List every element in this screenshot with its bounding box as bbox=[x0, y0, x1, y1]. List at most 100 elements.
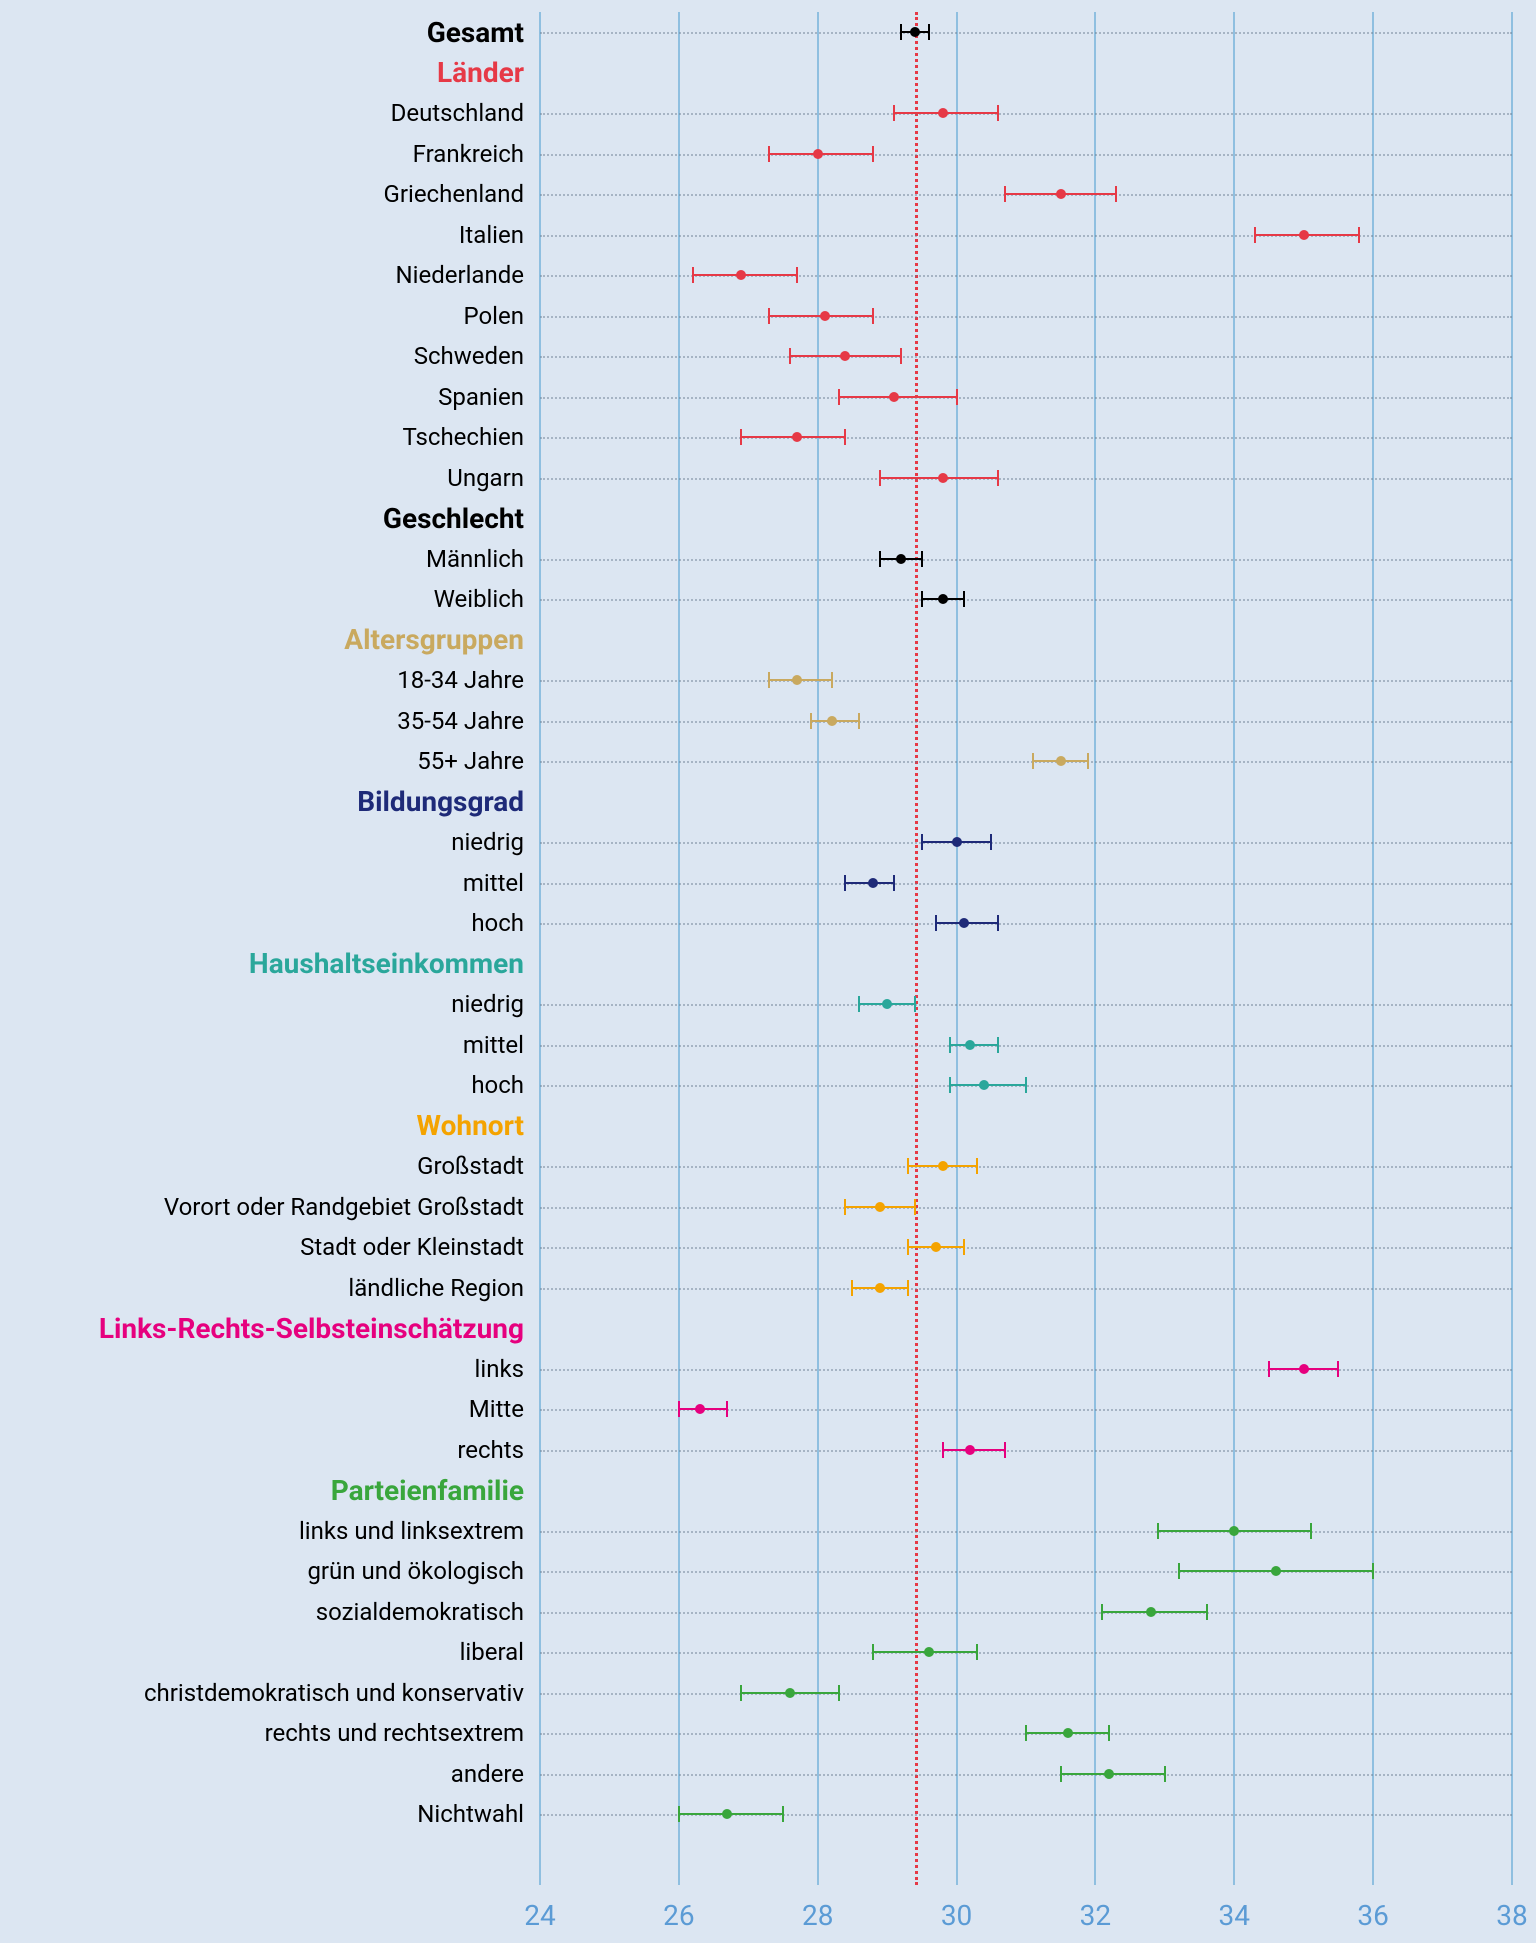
category-header-row: Altersgruppen bbox=[540, 619, 1512, 660]
data-point bbox=[882, 999, 892, 1009]
data-row: Schweden bbox=[540, 336, 1512, 377]
error-bar-cap bbox=[1025, 1725, 1027, 1741]
row-guide-line bbox=[540, 113, 1512, 115]
error-bar-cap bbox=[907, 1158, 909, 1174]
data-point bbox=[938, 473, 948, 483]
data-row: Griechenland bbox=[540, 174, 1512, 215]
data-row: links und linksextrem bbox=[540, 1510, 1512, 1551]
data-row: Großstadt bbox=[540, 1146, 1512, 1187]
data-point bbox=[792, 675, 802, 685]
row-label-wrap: Griechenland bbox=[384, 174, 540, 215]
row-label-wrap: christdemokratisch und konservativ bbox=[144, 1672, 540, 1713]
row-label: links bbox=[475, 1355, 524, 1383]
error-bar-cap bbox=[928, 24, 930, 40]
row-label-wrap: rechts bbox=[457, 1429, 540, 1470]
error-bar-cap bbox=[942, 1442, 944, 1458]
error-bar-cap bbox=[963, 1239, 965, 1255]
error-bar-cap bbox=[1087, 753, 1089, 769]
row-label: hoch bbox=[471, 909, 524, 937]
category-header-row: Bildungsgrad bbox=[540, 781, 1512, 822]
error-bar-cap bbox=[872, 146, 874, 162]
data-row: Nichtwahl bbox=[540, 1794, 1512, 1835]
data-row: 18-34 Jahre bbox=[540, 660, 1512, 701]
row-guide-line bbox=[540, 1531, 1512, 1533]
data-row: Mitte bbox=[540, 1389, 1512, 1430]
error-bar-cap bbox=[1254, 227, 1256, 243]
data-row: Niederlande bbox=[540, 255, 1512, 296]
row-label: Schweden bbox=[414, 342, 524, 370]
row-guide-line bbox=[540, 842, 1512, 844]
error-bar-cap bbox=[678, 1401, 680, 1417]
row-label-wrap: rechts und rechtsextrem bbox=[265, 1713, 540, 1754]
data-point bbox=[938, 1161, 948, 1171]
category-header-row: Haushaltseinkommen bbox=[540, 943, 1512, 984]
row-label-wrap: andere bbox=[451, 1753, 540, 1794]
data-point bbox=[813, 149, 823, 159]
data-row: Frankreich bbox=[540, 133, 1512, 174]
data-row: hoch bbox=[540, 903, 1512, 944]
data-row: Männlich bbox=[540, 538, 1512, 579]
row-label: Mitte bbox=[469, 1395, 524, 1423]
error-bar-cap bbox=[1060, 1766, 1062, 1782]
row-guide-line bbox=[540, 1693, 1512, 1695]
row-guide-line bbox=[540, 1045, 1512, 1047]
row-label: andere bbox=[451, 1760, 524, 1788]
data-point bbox=[965, 1040, 975, 1050]
category-header-label: Bildungsgrad bbox=[357, 785, 524, 818]
row-guide-line bbox=[540, 32, 1512, 34]
row-label: Spanien bbox=[438, 383, 524, 411]
data-row: Ungarn bbox=[540, 457, 1512, 498]
error-bar-cap bbox=[872, 308, 874, 324]
row-label-wrap: ländliche Region bbox=[348, 1267, 540, 1308]
row-label: Nichtwahl bbox=[417, 1800, 524, 1828]
data-point bbox=[924, 1647, 934, 1657]
error-bar-cap bbox=[858, 996, 860, 1012]
error-bar-cap bbox=[810, 713, 812, 729]
row-label: christdemokratisch und konservativ bbox=[144, 1679, 524, 1707]
row-label: mittel bbox=[463, 869, 524, 897]
data-row: Vorort oder Randgebiet Großstadt bbox=[540, 1186, 1512, 1227]
error-bar-cap bbox=[1164, 1766, 1166, 1782]
data-point bbox=[889, 392, 899, 402]
data-point bbox=[931, 1242, 941, 1252]
row-label-wrap: sozialdemokratisch bbox=[316, 1591, 540, 1632]
error-bar-cap bbox=[740, 1685, 742, 1701]
error-bar-cap bbox=[789, 348, 791, 364]
data-point bbox=[910, 27, 920, 37]
row-label-wrap: Männlich bbox=[426, 538, 540, 579]
category-header-row: Parteienfamilie bbox=[540, 1470, 1512, 1511]
x-axis-tick-label: 28 bbox=[802, 1899, 833, 1932]
row-label-wrap: Tschechien bbox=[403, 417, 540, 458]
row-label-wrap: Schweden bbox=[414, 336, 540, 377]
row-guide-line bbox=[540, 923, 1512, 925]
error-bar-cap bbox=[1178, 1563, 1180, 1579]
error-bar-cap bbox=[921, 834, 923, 850]
row-guide-line bbox=[540, 1166, 1512, 1168]
x-axis-tick-label: 24 bbox=[524, 1899, 555, 1932]
data-point bbox=[1299, 1364, 1309, 1374]
error-bar-cap bbox=[872, 1644, 874, 1660]
row-label-wrap: Großstadt bbox=[417, 1146, 540, 1187]
row-label: niedrig bbox=[451, 990, 524, 1018]
error-bar-cap bbox=[1310, 1523, 1312, 1539]
error-bar-cap bbox=[844, 875, 846, 891]
data-row: andere bbox=[540, 1753, 1512, 1794]
row-guide-line bbox=[540, 721, 1512, 723]
error-bar-cap bbox=[907, 1239, 909, 1255]
error-bar-cap bbox=[1206, 1604, 1208, 1620]
error-bar-cap bbox=[740, 429, 742, 445]
row-label: Stadt oder Kleinstadt bbox=[300, 1233, 524, 1261]
data-row: niedrig bbox=[540, 822, 1512, 863]
data-point bbox=[896, 554, 906, 564]
row-guide-line bbox=[540, 437, 1512, 439]
row-label-wrap: Ungarn bbox=[447, 457, 540, 498]
category-header-label: Altersgruppen bbox=[344, 623, 524, 656]
row-guide-line bbox=[540, 883, 1512, 885]
data-point bbox=[938, 594, 948, 604]
row-label: Gesamt bbox=[427, 16, 524, 49]
row-label: rechts bbox=[457, 1436, 524, 1464]
data-point bbox=[695, 1404, 705, 1414]
error-bar-cap bbox=[1101, 1604, 1103, 1620]
error-bar-cap bbox=[976, 1644, 978, 1660]
error-bar-cap bbox=[1004, 186, 1006, 202]
